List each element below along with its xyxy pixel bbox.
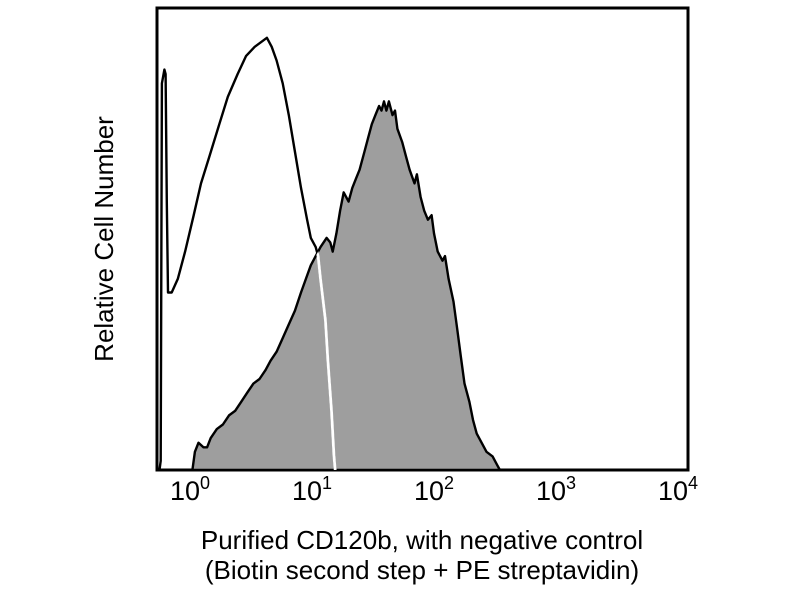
x-tick-label: 101 (292, 473, 332, 506)
caption-line-1: Purified CD120b, with negative control (201, 525, 643, 555)
x-tick-label: 102 (414, 473, 454, 506)
negative-control-white-overlap-line (192, 101, 337, 471)
x-tick-label: 103 (536, 473, 576, 506)
histogram-series-layer (158, 36, 502, 472)
filled-histogram-cd120b (191, 100, 502, 472)
x-axis-tick-labels: 100 101 102 103 104 (170, 473, 698, 506)
caption-line-2: (Biotin second step + PE streptavidin) (205, 555, 639, 585)
x-tick-label: 104 (658, 473, 698, 506)
y-axis-label: Relative Cell Number (89, 116, 119, 362)
x-tick-label: 100 (170, 473, 210, 506)
